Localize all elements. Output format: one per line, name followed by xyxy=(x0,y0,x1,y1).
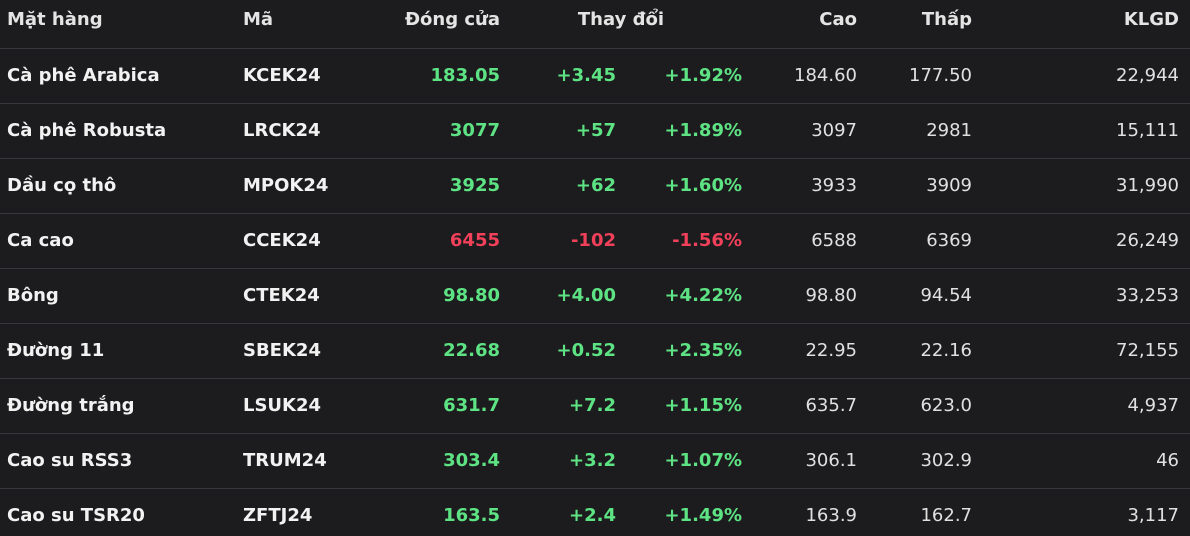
column-header: Cao xyxy=(819,9,857,30)
change: +4.00 xyxy=(556,285,617,306)
change-pct: +1.15% xyxy=(664,395,742,416)
change-pct: +1.49% xyxy=(664,505,742,526)
volume: 33,253 xyxy=(1116,285,1179,306)
close: 98.80 xyxy=(443,285,500,306)
close: 22.68 xyxy=(443,340,500,361)
row-divider xyxy=(0,213,1190,214)
low: 162.7 xyxy=(920,505,972,526)
name: Cao su TSR20 xyxy=(7,505,145,526)
change: +7.2 xyxy=(569,395,616,416)
column-header: Mã xyxy=(243,9,274,30)
change-pct: -1.56% xyxy=(672,230,742,251)
row-divider xyxy=(0,48,1190,49)
change-pct: +1.89% xyxy=(664,120,742,141)
low: 3909 xyxy=(926,175,972,196)
change-pct: +2.35% xyxy=(664,340,742,361)
column-header: Đóng cửa xyxy=(404,9,500,30)
high: 6588 xyxy=(811,230,857,251)
high: 184.60 xyxy=(794,65,857,86)
change-pct: +1.92% xyxy=(664,65,742,86)
change: +2.4 xyxy=(569,505,616,526)
close: 3925 xyxy=(449,175,500,196)
row-divider xyxy=(0,378,1190,379)
volume: 72,155 xyxy=(1116,340,1179,361)
name: Dầu cọ thô xyxy=(7,175,117,196)
row-divider xyxy=(0,433,1190,434)
low: 6369 xyxy=(926,230,972,251)
high: 22.95 xyxy=(805,340,857,361)
row-divider xyxy=(0,158,1190,159)
name: Đường trắng xyxy=(7,395,135,416)
name: Cà phê Arabica xyxy=(7,65,160,86)
volume: 4,937 xyxy=(1127,395,1179,416)
volume: 22,944 xyxy=(1116,65,1179,86)
low: 2981 xyxy=(926,120,972,141)
change-pct: +1.60% xyxy=(664,175,742,196)
name: Bông xyxy=(7,285,59,306)
name: Cao su RSS3 xyxy=(7,450,133,471)
code: LSUK24 xyxy=(243,395,322,416)
volume: 15,111 xyxy=(1116,120,1179,141)
code: CTEK24 xyxy=(243,285,320,306)
high: 98.80 xyxy=(805,285,857,306)
high: 163.9 xyxy=(805,505,857,526)
name: Ca cao xyxy=(7,230,74,251)
code: CCEK24 xyxy=(243,230,321,251)
low: 302.9 xyxy=(920,450,972,471)
close: 163.5 xyxy=(443,505,500,526)
row-divider xyxy=(0,323,1190,324)
low: 22.16 xyxy=(920,340,972,361)
high: 3097 xyxy=(811,120,857,141)
code: SBEK24 xyxy=(243,340,321,361)
code: TRUM24 xyxy=(243,450,327,471)
row-divider xyxy=(0,488,1190,489)
change: +3.2 xyxy=(569,450,616,471)
code: ZFTJ24 xyxy=(243,505,313,526)
code: KCEK24 xyxy=(243,65,321,86)
low: 177.50 xyxy=(909,65,972,86)
row-divider xyxy=(0,103,1190,104)
volume: 3,117 xyxy=(1127,505,1179,526)
low: 623.0 xyxy=(920,395,972,416)
close: 6455 xyxy=(449,230,500,251)
change-pct: +1.07% xyxy=(664,450,742,471)
column-header: KLGD xyxy=(1123,9,1179,30)
high: 635.7 xyxy=(805,395,857,416)
close: 631.7 xyxy=(443,395,500,416)
volume: 26,249 xyxy=(1116,230,1179,251)
change: +3.45 xyxy=(556,65,617,86)
column-header: Mặt hàng xyxy=(7,9,103,30)
row-divider xyxy=(0,268,1190,269)
name: Đường 11 xyxy=(7,340,105,361)
volume: 46 xyxy=(1156,450,1179,471)
high: 306.1 xyxy=(805,450,857,471)
code: LRCK24 xyxy=(243,120,321,141)
high: 3933 xyxy=(811,175,857,196)
low: 94.54 xyxy=(920,285,972,306)
column-header: Thấp xyxy=(921,9,972,30)
volume: 31,990 xyxy=(1116,175,1179,196)
column-header: Thay đổi xyxy=(577,9,664,30)
close: 303.4 xyxy=(443,450,500,471)
name: Cà phê Robusta xyxy=(7,120,167,141)
change: +57 xyxy=(575,120,616,141)
change-pct: +4.22% xyxy=(664,285,742,306)
close: 183.05 xyxy=(430,65,500,86)
code: MPOK24 xyxy=(243,175,329,196)
change: +62 xyxy=(575,175,616,196)
change: +0.52 xyxy=(556,340,617,361)
close: 3077 xyxy=(449,120,500,141)
change: -102 xyxy=(570,230,616,251)
